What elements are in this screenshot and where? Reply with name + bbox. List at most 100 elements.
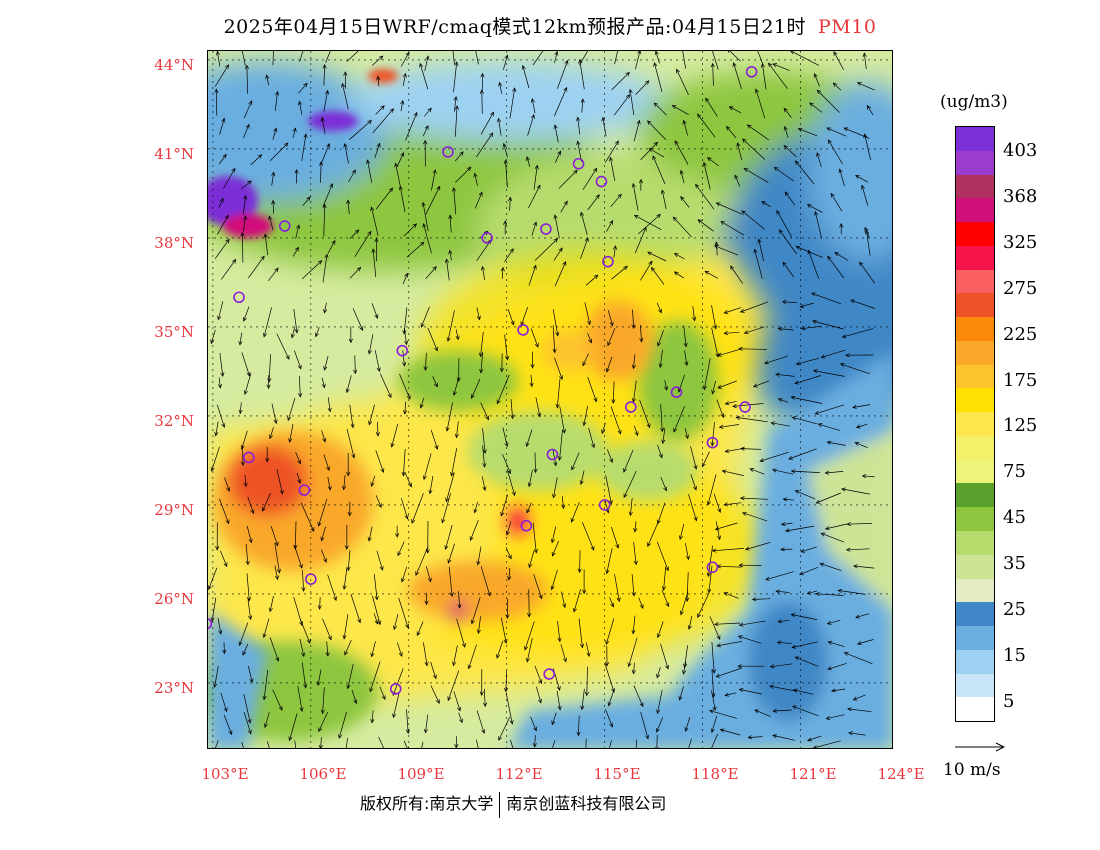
wind-vector [505, 547, 512, 559]
wind-vector [368, 404, 375, 425]
wind-vector [263, 669, 269, 700]
wind-vector-head [367, 536, 372, 542]
wind-vector-head [656, 633, 661, 639]
wind-vector-head [461, 643, 466, 648]
wind-vector-head [651, 266, 656, 272]
wind-vector-head [524, 645, 528, 651]
wind-vector [528, 265, 537, 286]
wind-vector-head [723, 592, 729, 597]
wind-vector [582, 168, 597, 190]
station-marker [745, 65, 758, 78]
wind-vector-head [639, 702, 644, 708]
wind-vector-head [658, 363, 663, 369]
wind-vector-head [855, 614, 860, 619]
wind-vector-head [248, 100, 253, 106]
wind-vector [552, 540, 559, 557]
wind-vector-head [732, 403, 737, 409]
wind-vector-head [368, 420, 373, 426]
wind-vector [338, 711, 347, 739]
wind-vector-head [379, 566, 384, 571]
wind-vector [722, 470, 744, 476]
wind-vector-head [455, 335, 460, 341]
wind-vector [243, 306, 250, 322]
wind-vector [866, 230, 871, 256]
wind-vector-head [552, 348, 557, 354]
wind-vector [558, 170, 578, 189]
wind-vector [321, 526, 326, 541]
wind-vector-head [397, 551, 402, 557]
wind-vector-head [451, 187, 457, 192]
wind-vector [674, 140, 689, 165]
wind-vector [606, 220, 614, 232]
wind-vector [220, 550, 228, 567]
station-marker [739, 401, 751, 413]
wind-vector-head [711, 669, 717, 674]
wind-vector [556, 690, 561, 710]
wind-vector [705, 98, 718, 117]
wind-vector-head [467, 664, 472, 670]
wind-vector [218, 198, 224, 208]
wind-vector [243, 694, 251, 723]
wind-vector [391, 423, 399, 448]
wind-vector [633, 120, 640, 142]
wind-vector [372, 248, 377, 278]
wind-vector [601, 422, 606, 434]
wind-vector [419, 63, 429, 90]
wind-vector-head [420, 323, 425, 328]
wind-vector-head [739, 308, 745, 313]
wind-vector-head [652, 155, 657, 161]
wind-vector [453, 377, 459, 396]
wind-vector-head [503, 639, 508, 644]
wind-vector-head [656, 213, 661, 219]
wind-vector [242, 232, 244, 263]
wind-vector-head [584, 691, 589, 697]
wind-vector [301, 662, 307, 688]
wind-vector [287, 397, 296, 421]
wind-vector [633, 425, 638, 436]
wind-vector-head [591, 443, 596, 449]
wind-vector-head [633, 214, 639, 219]
wind-vector-head [318, 161, 324, 166]
wind-vector-head [446, 337, 451, 342]
wind-vector-head [653, 141, 659, 147]
wind-vector-head [720, 221, 726, 225]
wind-vector-head [790, 469, 796, 474]
wind-vector [299, 375, 301, 397]
wind-vector-head [654, 51, 659, 56]
wind-vector [302, 570, 304, 592]
wind-vector-head [807, 737, 812, 742]
wind-vector-head [661, 586, 667, 591]
wind-vector [755, 89, 766, 119]
wind-vector-head [582, 589, 587, 595]
wind-vector [509, 197, 511, 211]
wind-vector [223, 714, 232, 735]
wind-vector-head [671, 104, 677, 109]
wind-vector [504, 334, 508, 360]
wind-vector-head [824, 470, 830, 475]
wind-vector-head [631, 669, 636, 675]
wind-vector-head [852, 404, 857, 409]
wind-vector-head [432, 674, 437, 680]
wind-vector-head [554, 51, 559, 56]
wind-vector-head [609, 321, 614, 327]
wind-vector-head [557, 456, 562, 461]
legend-swatch [956, 649, 994, 674]
wind-vector-head [558, 247, 563, 253]
wind-vector-head [413, 111, 418, 117]
wind-vector-head [322, 437, 327, 443]
wind-vector-head [356, 266, 362, 272]
wind-vector [647, 120, 667, 140]
wind-vector [726, 126, 737, 139]
wind-vector [474, 173, 478, 186]
footer-divider [499, 791, 501, 818]
wind-vector [445, 472, 455, 502]
wind-vector [375, 187, 393, 210]
wind-vector-head [498, 81, 503, 87]
wind-vector-head [721, 469, 727, 474]
wind-vector-head [346, 566, 351, 572]
wind-vector [402, 350, 405, 366]
wind-vector-head [323, 366, 328, 371]
wind-vector [506, 521, 512, 536]
wind-vector-head [657, 341, 662, 347]
wind-vector [747, 124, 770, 141]
